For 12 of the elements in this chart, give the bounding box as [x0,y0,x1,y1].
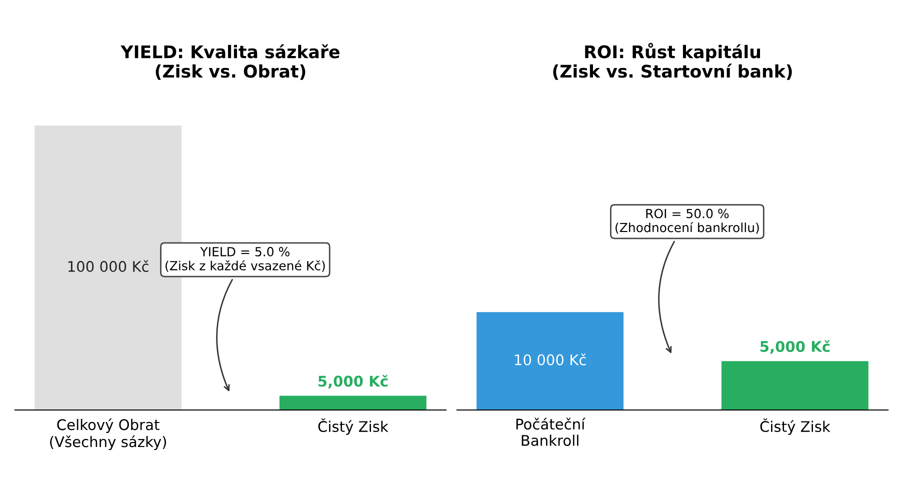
x-tick-label: Celkový Obrat (Všechny sázky) [50,418,166,450]
text: ROI = 50.0 % (Zhodnocení bankrollu) [616,208,759,234]
chart-title: ROI: Růst kapitálu (Zisk vs. Startovní bank) [553,42,792,80]
data-label: 5,000 Kč [318,374,388,389]
chart-title: YIELD: Kvalita sázkaře (Zisk vs. Obrat) [120,44,340,80]
x-tick-label: Čistý Zisk [318,418,388,435]
annotation: YIELD = 5.0 % (Zisk z každé vsazené Kč) [166,246,325,272]
data-label: 5,000 Kč [760,340,830,354]
x-tick-label: Počáteční Bankroll [516,418,586,446]
data-label: 10 000 Kč [515,353,586,366]
x-tick-label: Čistý Zisk [760,418,830,435]
data-label: 100 000 Kč [68,260,148,272]
